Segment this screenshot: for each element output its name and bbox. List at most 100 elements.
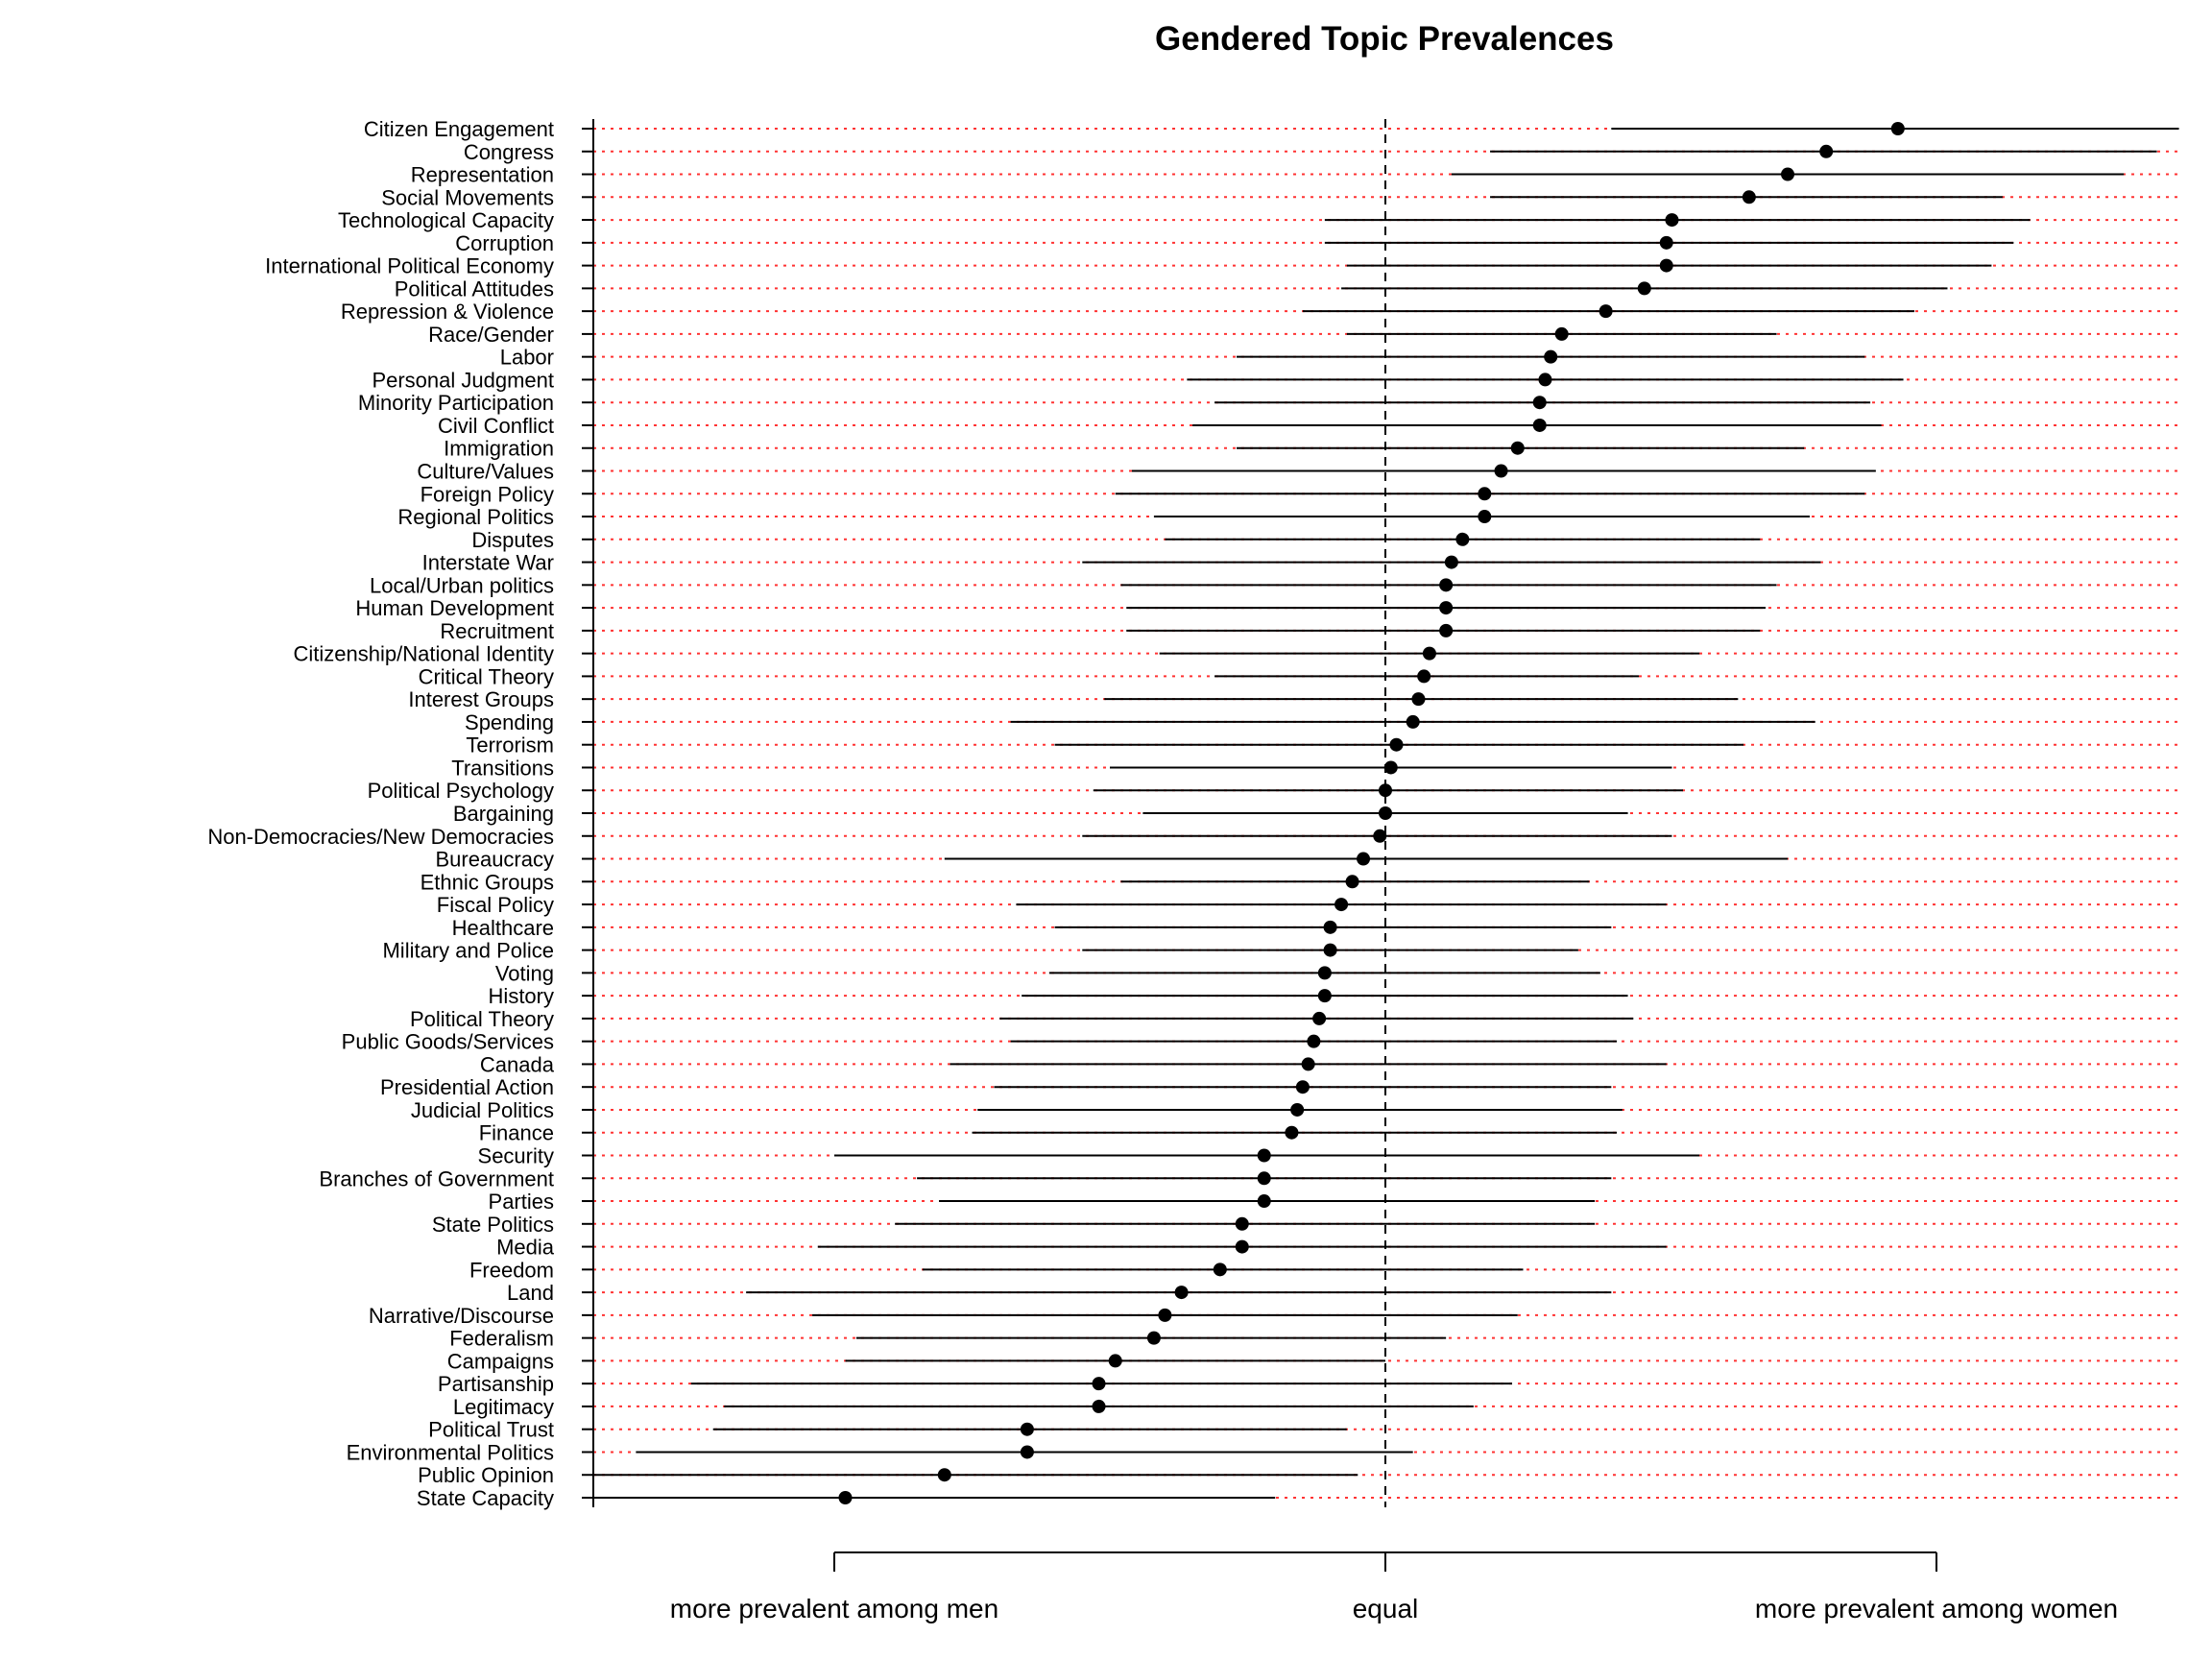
estimate-point xyxy=(1742,190,1756,204)
topic-labels: Citizen EngagementCongressRepresentation… xyxy=(207,117,554,1510)
estimate-point xyxy=(1659,258,1673,273)
estimate-point xyxy=(1257,1194,1271,1209)
topic-label: International Political Economy xyxy=(265,254,554,278)
estimate-point xyxy=(1290,1102,1305,1117)
estimate-point xyxy=(1174,1286,1189,1300)
estimate-point xyxy=(1334,898,1349,912)
topic-label: Personal Judgment xyxy=(372,368,554,392)
topic-label: State Capacity xyxy=(417,1486,554,1510)
estimate-point xyxy=(1317,966,1332,980)
topic-label: Immigration xyxy=(444,437,554,461)
x-tick-label: equal xyxy=(1353,1594,1419,1623)
estimate-point xyxy=(1455,532,1470,546)
topic-label: Recruitment xyxy=(440,619,554,643)
topic-label: Voting xyxy=(495,961,554,985)
topic-label: Disputes xyxy=(471,528,554,552)
estimate-point xyxy=(838,1491,853,1504)
estimate-point xyxy=(937,1468,951,1482)
estimate-point xyxy=(1357,852,1371,866)
estimate-point xyxy=(1532,418,1547,432)
estimate-point xyxy=(1213,1262,1227,1277)
topic-label: Security xyxy=(478,1144,554,1168)
estimate-point xyxy=(1020,1422,1034,1436)
topic-label: Regional Politics xyxy=(397,505,554,529)
estimate-point xyxy=(1439,578,1454,592)
topic-label: Non-Democracies/New Democracies xyxy=(207,825,554,849)
topic-label: Interstate War xyxy=(422,551,554,575)
topic-label: Ethnic Groups xyxy=(421,870,554,894)
estimate-point xyxy=(1379,783,1392,798)
estimate-point xyxy=(1383,760,1398,775)
topic-label: Corruption xyxy=(455,231,554,255)
estimate-point xyxy=(1510,441,1525,455)
topic-label: Canada xyxy=(480,1052,555,1076)
topic-label: Fiscal Policy xyxy=(437,893,554,917)
topic-label: Military and Police xyxy=(382,939,554,963)
topic-label: Transitions xyxy=(451,756,554,780)
topic-label: Judicial Politics xyxy=(411,1098,554,1122)
topic-label: Critical Theory xyxy=(419,664,554,688)
estimate-point xyxy=(1295,1080,1310,1094)
topic-label: Repression & Violence xyxy=(341,300,554,324)
estimate-point xyxy=(1345,875,1359,889)
estimate-point xyxy=(1235,1216,1249,1231)
estimate-point xyxy=(1285,1125,1299,1140)
estimate-point xyxy=(1020,1445,1034,1459)
topic-label: Culture/Values xyxy=(417,460,554,484)
estimate-point xyxy=(1478,487,1492,501)
topic-label: Local/Urban politics xyxy=(370,573,554,597)
topic-label: Political Trust xyxy=(428,1418,554,1442)
estimate-point xyxy=(1544,349,1558,364)
topic-label: Freedom xyxy=(469,1258,554,1282)
topic-label: Citizen Engagement xyxy=(364,117,554,141)
estimate-point xyxy=(1158,1308,1172,1322)
topic-label: Political Theory xyxy=(410,1007,554,1031)
estimate-point xyxy=(1323,920,1337,934)
topic-label: History xyxy=(489,984,554,1008)
estimate-point xyxy=(1307,1034,1321,1048)
estimate-point xyxy=(1389,737,1404,752)
topic-label: Campaigns xyxy=(447,1349,554,1373)
topic-label: Environmental Politics xyxy=(347,1440,554,1464)
estimate-point xyxy=(1312,1011,1327,1025)
estimate-point xyxy=(1257,1171,1271,1186)
estimate-point xyxy=(1092,1399,1106,1413)
estimate-point xyxy=(1411,692,1426,707)
x-tick-label: more prevalent among men xyxy=(670,1594,998,1623)
topic-label: Parties xyxy=(489,1190,554,1214)
estimate-point xyxy=(1235,1239,1249,1254)
estimate-point xyxy=(1659,235,1673,250)
estimate-point xyxy=(1444,555,1458,569)
estimate-point xyxy=(1478,510,1492,524)
topic-label: Terrorism xyxy=(466,733,554,757)
topic-label: Finance xyxy=(479,1121,554,1145)
topic-label: Human Development xyxy=(355,596,554,620)
estimate-point xyxy=(1323,943,1337,957)
topic-label: Public Goods/Services xyxy=(342,1030,554,1054)
topic-label: Media xyxy=(496,1236,555,1260)
topic-label: Civil Conflict xyxy=(438,414,554,438)
topic-label: Minority Participation xyxy=(358,391,554,415)
estimate-point xyxy=(1532,396,1547,410)
topic-label: Land xyxy=(507,1281,554,1305)
estimate-point xyxy=(1422,646,1436,661)
topic-label: Political Attitudes xyxy=(395,276,554,301)
topic-label: Spending xyxy=(465,710,554,734)
estimate-point xyxy=(1538,373,1552,387)
estimate-point xyxy=(1092,1377,1106,1391)
topic-label: Technological Capacity xyxy=(338,208,554,232)
topic-label: Public Opinion xyxy=(418,1463,554,1487)
topic-label: Representation xyxy=(411,163,554,187)
estimate-point xyxy=(1781,167,1795,181)
estimate-point xyxy=(1146,1331,1161,1345)
x-tick-label: more prevalent among women xyxy=(1755,1594,2118,1623)
topic-label: Social Movements xyxy=(381,185,554,209)
estimate-point xyxy=(1665,213,1679,228)
topic-label: Bargaining xyxy=(453,802,554,826)
estimate-point xyxy=(1301,1057,1315,1071)
estimate-point xyxy=(1890,122,1905,135)
topic-label: Legitimacy xyxy=(453,1395,554,1419)
estimate-point xyxy=(1257,1148,1271,1163)
topic-label: Citizenship/National Identity xyxy=(294,642,554,666)
